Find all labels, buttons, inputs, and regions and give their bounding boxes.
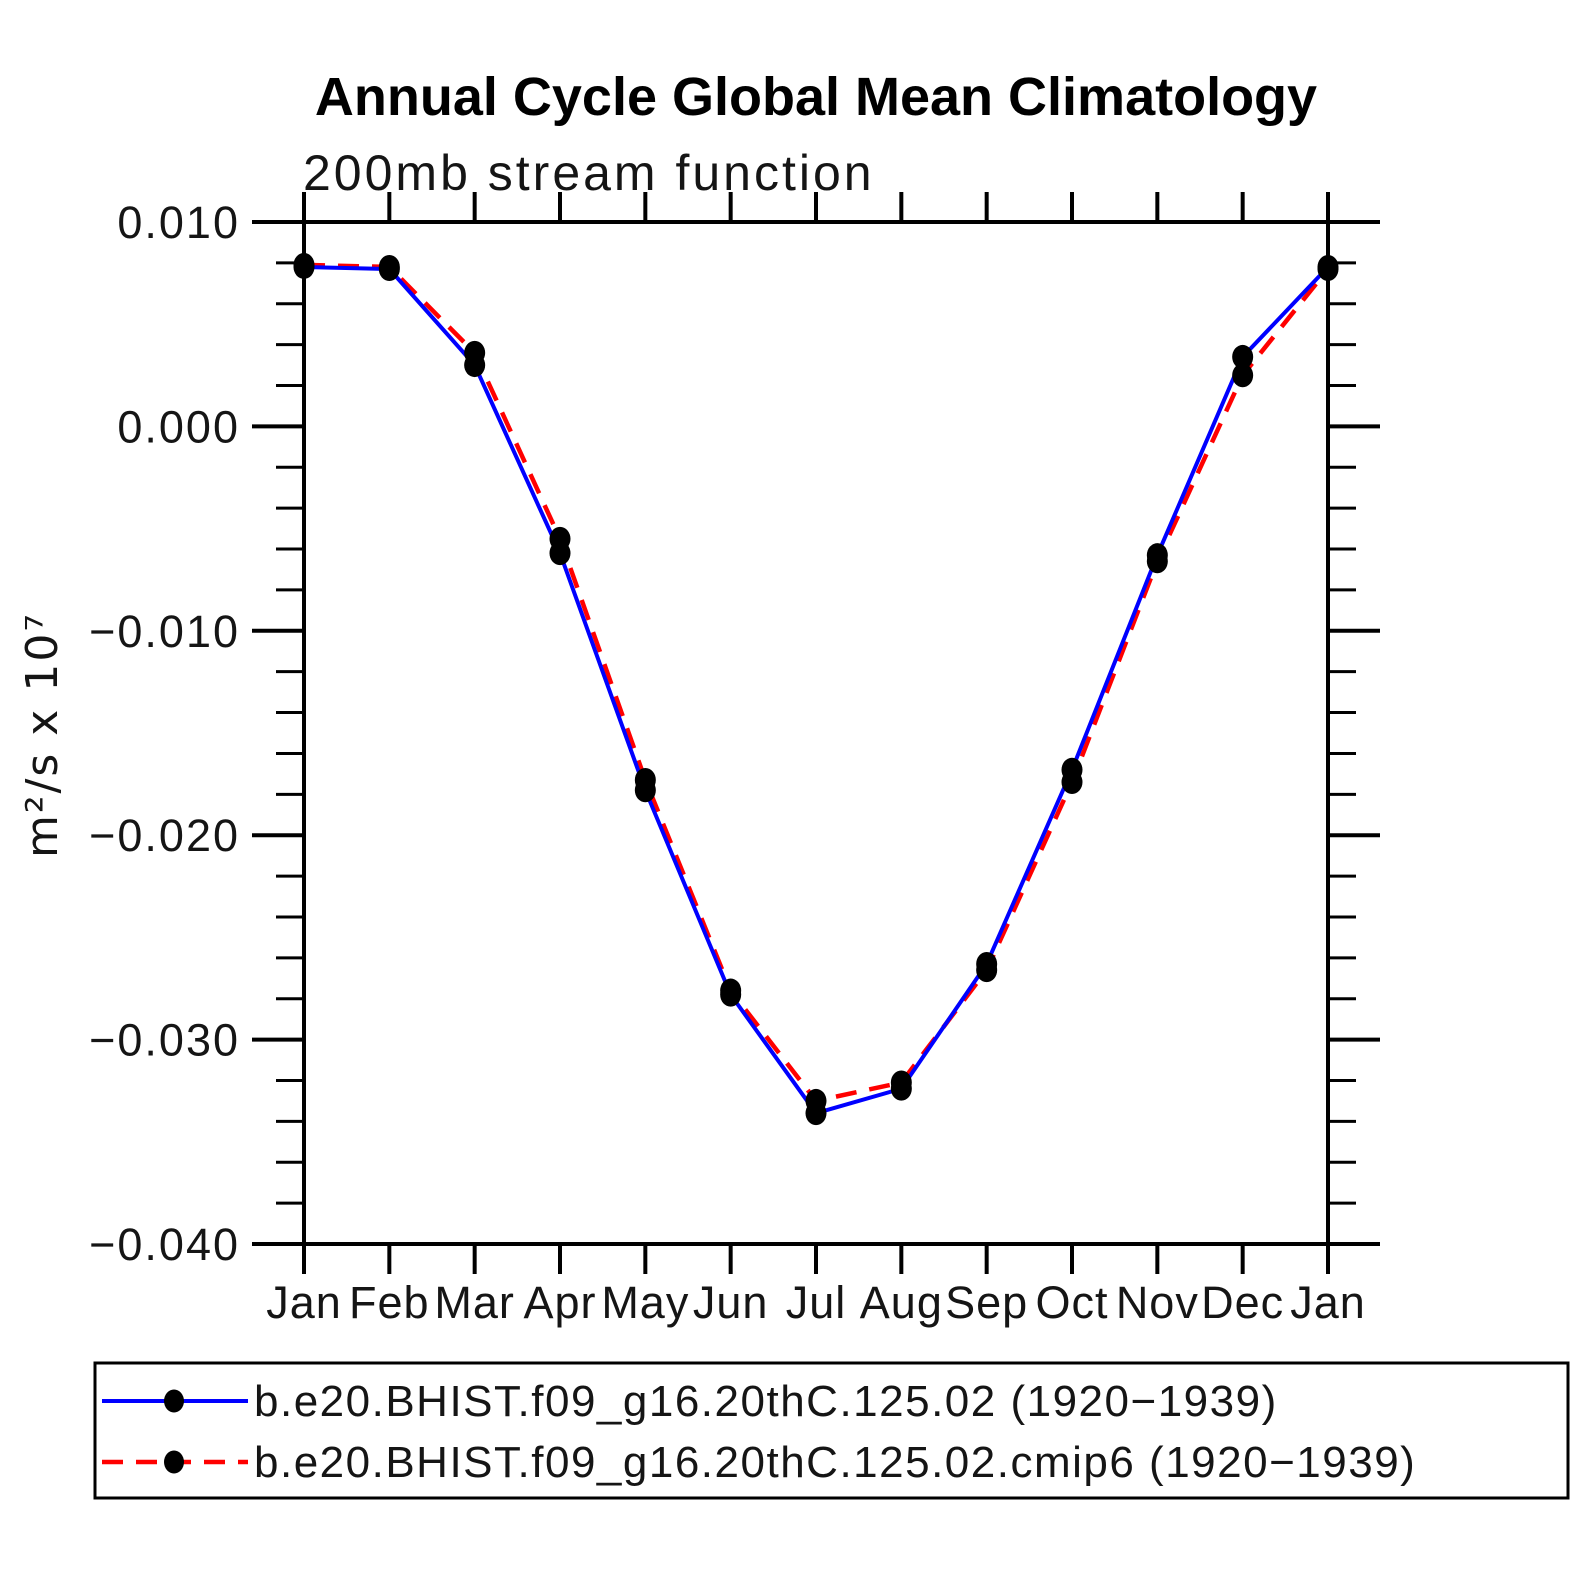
x-tick-label: May	[601, 1277, 689, 1328]
data-point-marker	[1232, 344, 1254, 369]
data-point-marker	[1146, 543, 1168, 568]
y-tick-label: −0.020	[89, 810, 240, 861]
x-tick-label: Feb	[349, 1277, 430, 1328]
series-line-dashed	[303, 262, 1330, 1104]
data-point-marker	[720, 982, 742, 1007]
chart-subtitle: 200mb stream function	[303, 145, 875, 201]
data-point-marker	[293, 254, 315, 279]
legend-marker-dot	[164, 1389, 184, 1413]
y-tick-label: 0.010	[117, 197, 240, 248]
data-point-marker	[634, 778, 656, 803]
y-tick-label: 0.000	[117, 401, 240, 452]
legend-marker-dot	[164, 1450, 184, 1474]
y-tick-label: −0.010	[89, 606, 240, 657]
x-tick-label: Jan	[266, 1277, 342, 1328]
x-tick-label: Apr	[523, 1277, 596, 1328]
x-tick-label: Jan	[1290, 1277, 1366, 1328]
data-point-marker	[549, 541, 571, 566]
x-tick-label: Sep	[945, 1277, 1028, 1328]
y-tick-label: −0.040	[89, 1219, 240, 1270]
y-tick-label: −0.030	[89, 1015, 240, 1066]
data-point-marker	[378, 257, 400, 282]
data-point-marker	[805, 1101, 827, 1126]
x-tick-label: Jul	[786, 1277, 847, 1328]
data-point-marker	[464, 353, 486, 378]
data-point-marker	[1061, 757, 1083, 782]
data-point-marker	[976, 951, 998, 976]
x-tick-label: Oct	[1035, 1277, 1108, 1328]
legend-entry-label: b.e20.BHIST.f09_g16.20thC.125.02 (1920−1…	[254, 1377, 1278, 1426]
legend-entry-label: b.e20.BHIST.f09_g16.20thC.125.02.cmip6 (…	[254, 1438, 1416, 1487]
data-point-marker	[1317, 254, 1339, 279]
x-tick-label: Aug	[860, 1277, 943, 1328]
data-point-marker	[1232, 363, 1254, 388]
data-point-marker	[890, 1076, 912, 1101]
legend: b.e20.BHIST.f09_g16.20thC.125.02 (1920−1…	[93, 1361, 1570, 1500]
chart-title: Annual Cycle Global Mean Climatology	[315, 67, 1317, 127]
x-tick-label: Dec	[1201, 1277, 1284, 1328]
legend-box	[93, 1361, 1570, 1500]
series-line-solid	[303, 264, 1330, 1116]
x-tick-label: Mar	[434, 1277, 515, 1328]
x-tick-label: Jun	[693, 1277, 769, 1328]
x-tick-label: Nov	[1116, 1277, 1199, 1328]
y-axis-label: m²/s x 10⁷	[17, 612, 68, 858]
